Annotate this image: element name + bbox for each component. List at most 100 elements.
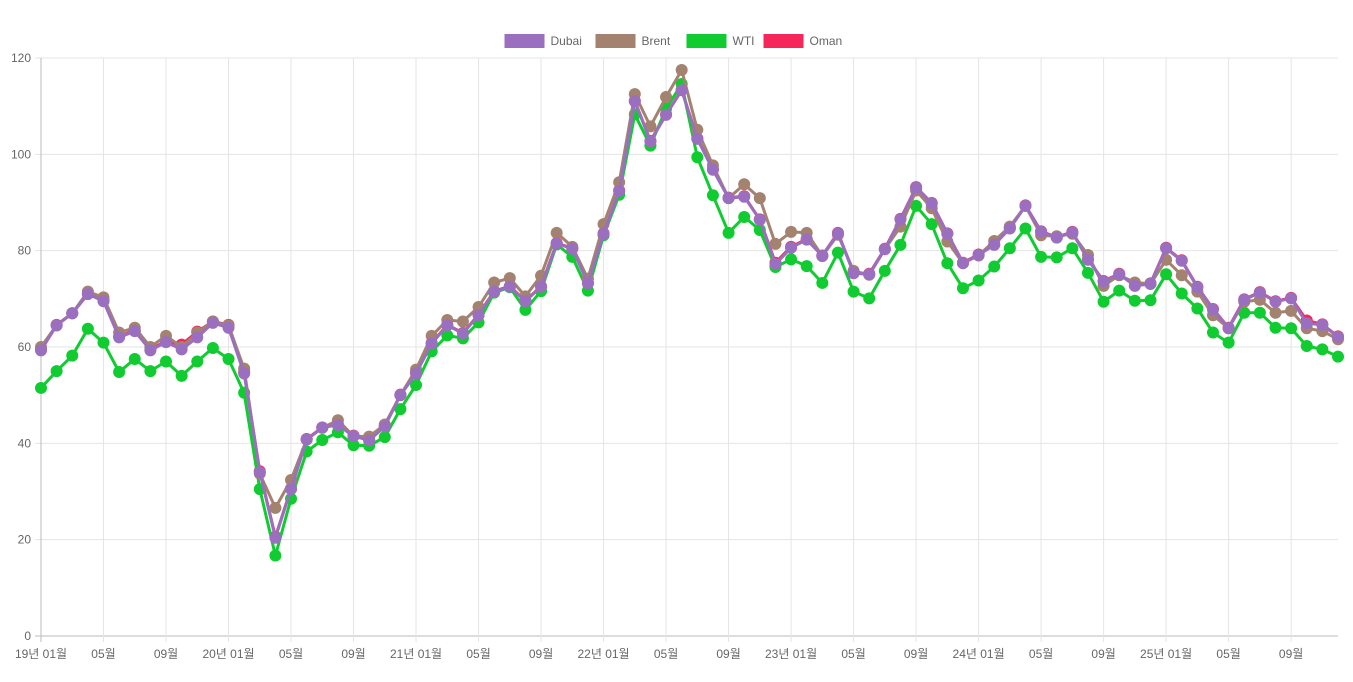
data-point-dubai bbox=[66, 307, 79, 320]
axes: 0 20 40 60 80 100 120 19년 01월 05월 09월 20년 01월 05월 09… bbox=[11, 51, 1303, 661]
data-point-dubai bbox=[191, 331, 204, 344]
data-point-dubai bbox=[1269, 295, 1282, 308]
data-point-dubai bbox=[863, 268, 876, 281]
data-point-wti bbox=[925, 218, 938, 231]
data-point-wti bbox=[1332, 350, 1344, 363]
x-tick-label: 20년 01월 bbox=[202, 647, 254, 661]
data-point-dubai bbox=[1238, 293, 1251, 306]
x-tick-label: 05월 bbox=[654, 647, 678, 661]
data-point-dubai bbox=[566, 242, 579, 255]
data-point-dubai bbox=[456, 327, 469, 340]
x-tick-label: 21년 01월 bbox=[390, 647, 442, 661]
x-tick-label: 09월 bbox=[716, 647, 740, 661]
data-point-wti bbox=[410, 379, 423, 392]
legend-item-oman[interactable]: Oman bbox=[763, 34, 843, 48]
data-point-dubai bbox=[1316, 318, 1329, 331]
series-line-dubai bbox=[39, 88, 1339, 540]
data-point-wti bbox=[941, 257, 954, 270]
data-point-wti bbox=[1128, 294, 1141, 307]
data-point-wti bbox=[1050, 251, 1063, 264]
data-point-brent bbox=[269, 501, 282, 514]
data-point-dubai bbox=[410, 367, 423, 380]
data-point-brent bbox=[1269, 306, 1282, 319]
data-point-wti bbox=[206, 341, 219, 354]
y-tick-label: 120 bbox=[11, 51, 31, 65]
data-point-wti bbox=[972, 274, 985, 287]
x-tick-label: 05월 bbox=[1029, 647, 1053, 661]
data-point-wti bbox=[347, 439, 360, 452]
data-point-brent bbox=[1175, 269, 1188, 282]
data-point-dubai bbox=[628, 95, 641, 108]
data-point-wti bbox=[1238, 306, 1251, 319]
data-point-wti bbox=[816, 276, 829, 289]
series-layer bbox=[35, 64, 1344, 562]
data-point-dubai bbox=[503, 280, 516, 293]
data-point-dubai bbox=[769, 258, 782, 271]
legend-item-wti[interactable]: WTI bbox=[686, 34, 755, 48]
data-point-dubai bbox=[206, 316, 219, 329]
y-tick-label: 0 bbox=[24, 629, 31, 643]
legend-item-brent[interactable]: Brent bbox=[595, 34, 671, 48]
data-point-wti bbox=[113, 366, 126, 379]
data-point-wti bbox=[35, 381, 47, 394]
x-tick-label: 05월 bbox=[91, 647, 115, 661]
series-line-brent bbox=[39, 68, 1339, 510]
data-point-dubai bbox=[144, 344, 157, 357]
data-point-wti bbox=[1300, 340, 1313, 353]
data-point-wti bbox=[1175, 287, 1188, 300]
data-point-wti bbox=[800, 260, 813, 273]
data-point-dubai bbox=[1097, 275, 1110, 288]
grid bbox=[35, 57, 1338, 642]
data-point-brent bbox=[785, 225, 798, 238]
data-point-dubai bbox=[1128, 279, 1141, 292]
data-point-dubai bbox=[878, 243, 891, 256]
data-point-dubai bbox=[378, 420, 391, 433]
data-point-dubai bbox=[35, 344, 47, 357]
data-point-brent bbox=[503, 272, 516, 285]
legend[interactable]: Dubai Brent WTI Oman bbox=[504, 34, 843, 48]
y-tick-label: 60 bbox=[18, 340, 32, 354]
data-point-wti bbox=[1003, 242, 1016, 255]
legend-item-dubai[interactable]: Dubai bbox=[504, 34, 582, 48]
data-point-wti bbox=[847, 285, 860, 298]
x-tick-label: 05월 bbox=[279, 647, 303, 661]
data-point-dubai bbox=[613, 184, 626, 197]
data-point-dubai bbox=[81, 288, 94, 301]
legend-label: Oman bbox=[810, 34, 843, 48]
legend-swatch-oman bbox=[763, 34, 804, 48]
data-point-dubai bbox=[894, 213, 907, 226]
x-tick-label: 22년 01월 bbox=[577, 647, 629, 661]
data-point-dubai bbox=[519, 295, 532, 308]
data-point-dubai bbox=[925, 197, 938, 210]
data-point-wti bbox=[378, 431, 391, 444]
data-point-wti bbox=[175, 369, 188, 382]
legend-swatch-wti bbox=[686, 34, 727, 48]
data-point-dubai bbox=[535, 280, 548, 293]
data-point-wti bbox=[1081, 266, 1094, 279]
data-point-dubai bbox=[113, 331, 126, 344]
data-point-wti bbox=[1144, 294, 1157, 307]
data-point-dubai bbox=[1253, 286, 1266, 299]
data-point-dubai bbox=[1019, 199, 1032, 212]
y-tick-label: 40 bbox=[18, 436, 32, 450]
data-point-wti bbox=[1019, 222, 1032, 235]
legend-swatch-dubai bbox=[504, 34, 545, 48]
data-point-dubai bbox=[1066, 226, 1079, 239]
x-tick-label: 09월 bbox=[1091, 647, 1115, 661]
data-point-wti bbox=[441, 329, 454, 342]
data-point-wti bbox=[1035, 250, 1048, 263]
data-point-dubai bbox=[785, 241, 798, 254]
legend-label: Dubai bbox=[551, 34, 582, 48]
legend-label: Brent bbox=[642, 34, 671, 48]
data-point-dubai bbox=[831, 227, 844, 240]
data-point-brent bbox=[675, 64, 688, 77]
data-point-wti bbox=[394, 403, 407, 416]
data-point-dubai bbox=[331, 419, 344, 432]
data-point-dubai bbox=[644, 135, 657, 148]
legend-swatch-brent bbox=[595, 34, 636, 48]
data-point-dubai bbox=[1035, 225, 1048, 238]
data-point-dubai bbox=[550, 237, 563, 250]
x-tick-label: 09월 bbox=[341, 647, 365, 661]
series-dubai bbox=[35, 84, 1344, 544]
